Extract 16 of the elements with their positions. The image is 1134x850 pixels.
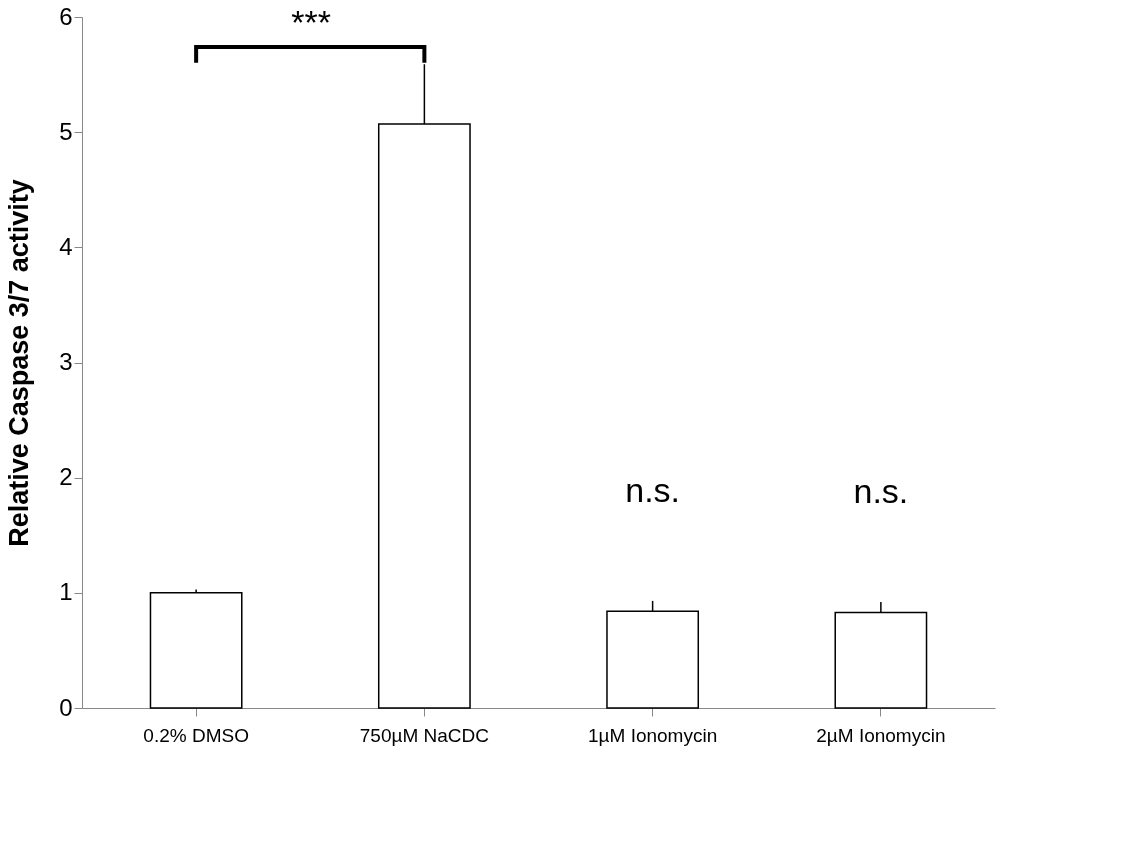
x-tick-label: 1µM Ionomycin bbox=[588, 724, 718, 746]
x-tick-label: 2µM Ionomycin bbox=[816, 724, 946, 746]
y-tick-label: 6 bbox=[59, 2, 73, 30]
annotation: n.s. bbox=[853, 471, 909, 510]
y-tick-label: 0 bbox=[59, 693, 73, 721]
y-axis-title: Relative Caspase 3/7 activity bbox=[4, 179, 35, 547]
x-tick-label: 0.2% DMSO bbox=[143, 724, 249, 746]
annotation: n.s. bbox=[625, 470, 681, 509]
y-tick-label: 3 bbox=[59, 348, 73, 375]
bar bbox=[149, 592, 243, 709]
y-tick-label: 1 bbox=[59, 578, 73, 606]
y-tick-label: 5 bbox=[59, 117, 73, 145]
y-tick-label: 4 bbox=[59, 232, 73, 260]
y-tick-label: 2 bbox=[59, 463, 73, 491]
x-tick-label: 750µM NaCDC bbox=[359, 724, 489, 746]
annotation: *** bbox=[291, 3, 331, 42]
